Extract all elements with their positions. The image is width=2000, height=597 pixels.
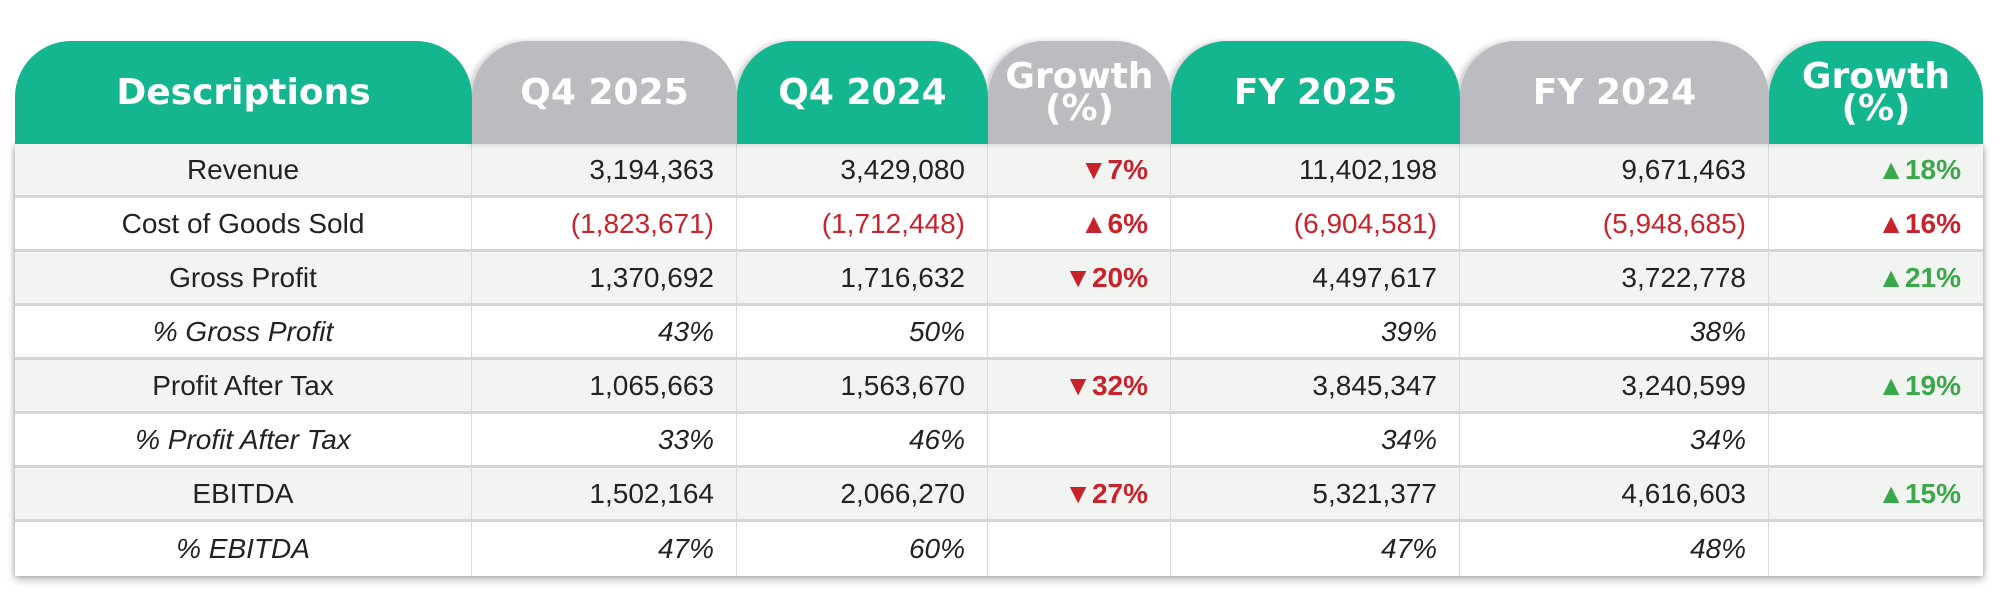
cell-quarter-growth: ▼20% — [988, 252, 1171, 303]
cell-quarter-growth — [988, 414, 1171, 465]
cell-fy-2024: 9,671,463 — [1460, 144, 1769, 195]
cell-q4-2025: (1,823,671) — [472, 198, 737, 249]
table-row: % Profit After Tax 33% 46% 34% 34% — [15, 414, 1983, 468]
table-row: Cost of Goods Sold (1,823,671) (1,712,448)… — [15, 198, 1983, 252]
cell-descriptions: % Gross Profit — [15, 306, 472, 357]
cell-descriptions: % EBITDA — [15, 522, 472, 576]
cell-descriptions: Gross Profit — [15, 252, 472, 303]
header-q4-2024: Q4 2024 — [737, 41, 988, 144]
cell-quarter-growth: ▼7% — [988, 144, 1171, 195]
cell-q4-2024: 3,429,080 — [737, 144, 988, 195]
cell-q4-2025: 1,065,663 — [472, 360, 737, 411]
cell-descriptions: Profit After Tax — [15, 360, 472, 411]
cell-fy-2025: 11,402,198 — [1171, 144, 1460, 195]
header-descriptions: Descriptions — [15, 41, 472, 144]
cell-fy-growth: ▲15% — [1877, 477, 1961, 509]
cell-fy-2025: 34% — [1171, 414, 1460, 465]
cell-q4-2025: 1,502,164 — [472, 468, 737, 519]
header-quarter-growth: Growth (%) — [988, 41, 1171, 144]
cell-fy-growth — [1769, 522, 1983, 576]
header-fy-2025: FY 2025 — [1171, 41, 1460, 144]
cell-q4-2025: 1,370,692 — [472, 252, 737, 303]
cell-q4-2025: 47% — [472, 522, 737, 576]
cell-fy-2024: 3,722,778 — [1460, 252, 1769, 303]
cell-fy-2024: (5,948,685) — [1460, 198, 1769, 249]
cell-fy-growth — [1769, 306, 1983, 357]
cell-fy-growth: ▲19% — [1877, 369, 1961, 401]
cell-quarter-growth: ▼32% — [988, 360, 1171, 411]
cell-q4-2024: 2,066,270 — [737, 468, 988, 519]
cell-quarter-growth: ▼27% — [988, 468, 1171, 519]
table-row: Revenue 3,194,363 3,429,080 ▼7% 11,402,198 9,… — [15, 144, 1983, 198]
cell-fy-growth — [1769, 414, 1983, 465]
cell-fy-2024: 3,240,599 — [1460, 360, 1769, 411]
table-row: EBITDA 1,502,164 2,066,270 ▼27% 5,321,377 4,6… — [15, 468, 1983, 522]
cell-q4-2024: 50% — [737, 306, 988, 357]
cell-fy-2025: 5,321,377 — [1171, 468, 1460, 519]
cell-fy-2024: 34% — [1460, 414, 1769, 465]
table-row: Gross Profit 1,370,692 1,716,632 ▼20% 4,497,… — [15, 252, 1983, 306]
cell-fy-2025: 4,497,617 — [1171, 252, 1460, 303]
cell-q4-2024: 1,563,670 — [737, 360, 988, 411]
cell-q4-2024: (1,712,448) — [737, 198, 988, 249]
cell-fy-growth: ▲18% — [1877, 153, 1961, 185]
cell-descriptions: Revenue — [15, 144, 472, 195]
cell-q4-2025: 33% — [472, 414, 737, 465]
cell-fy-2025: 47% — [1171, 522, 1460, 576]
table-row: % Gross Profit 43% 50% 39% 38% — [15, 306, 1983, 360]
cell-fy-2025: 39% — [1171, 306, 1460, 357]
cell-quarter-growth — [988, 522, 1171, 576]
table-body: Revenue 3,194,363 3,429,080 ▼7% 11,402,198 9,… — [15, 144, 1983, 576]
cell-q4-2025: 43% — [472, 306, 737, 357]
financial-summary-table: Descriptions Q4 2025 Q4 2024 Growth (%) FY 2… — [15, 41, 1983, 576]
table-row: Profit After Tax 1,065,663 1,563,670 ▼32% 3,… — [15, 360, 1983, 414]
cell-quarter-growth: ▲6% — [988, 198, 1171, 249]
cell-q4-2024: 1,716,632 — [737, 252, 988, 303]
cell-fy-2025: 3,845,347 — [1171, 360, 1460, 411]
cell-fy-growth: ▲21% — [1877, 261, 1961, 293]
cell-fy-2024: 38% — [1460, 306, 1769, 357]
header-fy-growth: Growth (%) — [1769, 41, 1983, 144]
cell-q4-2024: 60% — [737, 522, 988, 576]
header-q4-2025: Q4 2025 — [472, 41, 737, 144]
cell-quarter-growth — [988, 306, 1171, 357]
cell-fy-growth: ▲16% — [1877, 207, 1961, 239]
table-header: Descriptions Q4 2025 Q4 2024 Growth (%) FY 2… — [15, 41, 1983, 144]
cell-q4-2024: 46% — [737, 414, 988, 465]
cell-fy-2024: 4,616,603 — [1460, 468, 1769, 519]
header-fy-2024: FY 2024 — [1460, 41, 1769, 144]
cell-fy-2024: 48% — [1460, 522, 1769, 576]
cell-descriptions: % Profit After Tax — [15, 414, 472, 465]
cell-q4-2025: 3,194,363 — [472, 144, 737, 195]
cell-descriptions: Cost of Goods Sold — [15, 198, 472, 249]
cell-fy-2025: (6,904,581) — [1171, 198, 1460, 249]
table-row: % EBITDA 47% 60% 47% 48% — [15, 522, 1983, 576]
cell-descriptions: EBITDA — [15, 468, 472, 519]
